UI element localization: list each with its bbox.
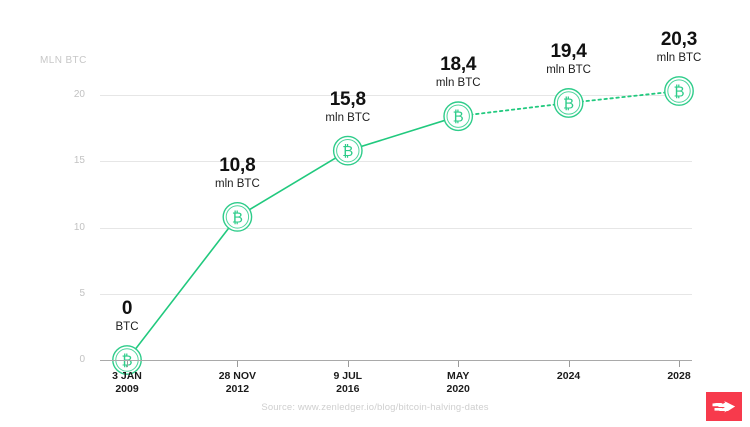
series-segment [346,115,460,152]
x-tick-mark [569,361,570,367]
gridline [100,228,692,229]
y-tick-label: 10 [73,222,85,233]
gridline [100,294,692,295]
x-tick-label: 9 JUL 2016 [334,370,363,396]
data-point-unit: mln BTC [435,77,481,90]
data-point-label: 19,4 mln BTC [546,41,591,78]
x-tick-label-line1: 9 JUL [333,370,363,382]
x-tick-label-line1: 2028 [667,370,691,382]
x-axis-baseline [100,360,692,361]
data-point-value: 0 [121,298,133,319]
data-point-value: 20,3 [660,29,698,51]
data-point-value: 15,8 [329,88,366,110]
data-point-unit: mln BTC [656,52,702,65]
data-point-label: 15,8 mln BTC [325,89,370,126]
x-tick-label: 2024 [557,370,580,383]
x-tick-label-line1: 3 JAN [112,370,142,382]
data-point-unit: mln BTC [215,177,260,190]
arrow-logo-icon [712,400,735,412]
x-tick-label: MAY 2020 [447,370,470,396]
data-point-value: 10,8 [219,154,256,176]
y-tick-label: 15 [73,155,85,166]
x-tick-mark [458,361,459,367]
svg-text:₿: ₿ [342,142,353,160]
data-point-label: 0 BTC [116,298,139,335]
y-tick-label: 0 [79,354,85,365]
data-point-unit: mln BTC [546,63,591,76]
x-tick-mark [127,361,128,367]
x-tick-mark [679,361,680,367]
bitcoin-icon: ₿ [664,76,694,106]
svg-text:₿: ₿ [563,94,574,112]
x-tick-label-line2: 2020 [446,383,470,395]
data-point-value: 18,4 [440,54,477,76]
gridline [100,95,692,96]
bitcoin-icon: ₿ [332,135,363,166]
x-tick-label: 2028 [667,370,690,383]
svg-text:₿: ₿ [453,108,464,126]
data-point-value: 19,4 [550,40,587,62]
data-point-label: 20,3 mln BTC [657,29,702,66]
x-tick-label-line2: 2009 [115,383,139,395]
series-segment [567,90,680,104]
x-tick-label-line2: 2016 [336,383,360,395]
y-axis-title: MLN BTC [40,55,87,66]
svg-text:₿: ₿ [232,208,243,226]
x-tick-label-line2: 2012 [225,383,250,395]
data-point-unit: BTC [115,321,139,333]
data-point-unit: mln BTC [325,111,371,124]
y-tick-label: 5 [79,288,85,299]
x-tick-mark [237,361,238,367]
data-point-label: 10,8 mln BTC [215,155,260,192]
y-tick-label: 20 [73,89,85,100]
brand-logo [706,392,742,421]
x-tick-mark [348,361,349,367]
bitcoin-icon: ₿ [443,101,474,132]
series-segment [126,216,239,361]
series-segment [457,102,570,118]
x-tick-label: 3 JAN 2009 [112,370,142,396]
x-tick-label: 28 NOV 2012 [219,370,256,396]
data-point-label: 18,4 mln BTC [436,54,481,91]
bitcoin-icon: ₿ [553,88,584,118]
gridline [100,161,692,162]
svg-text:₿: ₿ [673,83,684,101]
x-tick-label-line1: MAY [446,370,470,382]
source-note: Source: www.zenledger.io/blog/bitcoin-ha… [261,402,489,413]
x-tick-label-line1: 28 NOV [218,370,257,382]
series-segment [236,149,349,218]
bitcoin-icon: ₿ [222,201,253,232]
x-tick-label-line1: 2024 [556,370,581,382]
